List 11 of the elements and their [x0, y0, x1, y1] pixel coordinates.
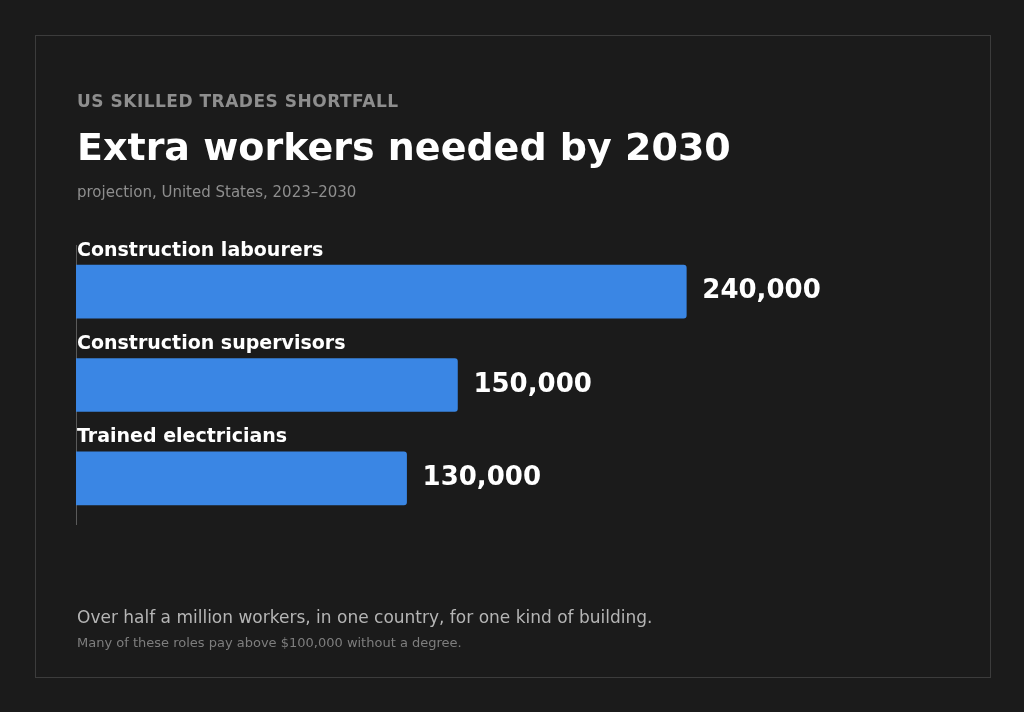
- chart-title: Extra workers needed by 2030: [77, 125, 731, 169]
- data-label: 150,000: [473, 367, 592, 398]
- y-tick-label: Construction supervisors: [77, 330, 346, 353]
- data-label: 240,000: [702, 274, 821, 305]
- text: Over half a million workers, in one country, for one kind of building.: [77, 607, 653, 627]
- y-tick-label: Construction labourers: [77, 237, 324, 260]
- text: projection, United States, 2023–2030: [77, 183, 357, 201]
- text: Many of these roles pay above $100,000 without a degree.: [77, 635, 462, 650]
- data-label: 130,000: [422, 461, 541, 492]
- chart-subtitle: US SKILLED TRADES SHORTFALL: [77, 91, 399, 111]
- y-tick-label: Trained electricians: [77, 424, 288, 447]
